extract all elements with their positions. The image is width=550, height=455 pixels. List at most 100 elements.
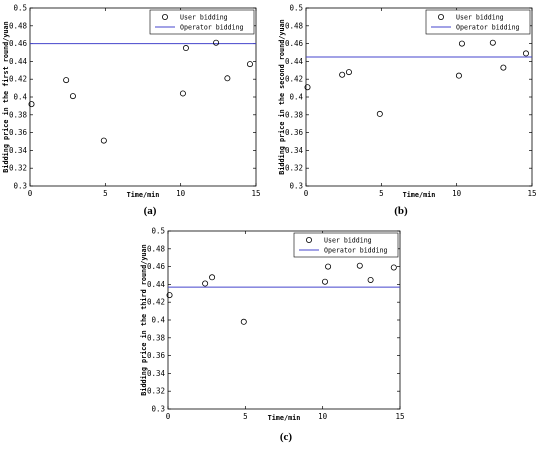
y-tick-label: 0.42 [147, 298, 165, 307]
legend-box [293, 232, 399, 258]
y-tick-label: 0.32 [9, 164, 27, 173]
x-tick-label: 10 [318, 412, 328, 421]
legend-box [149, 9, 255, 35]
x-tick-label: 10 [452, 189, 462, 198]
x-axis-label: Time/min [127, 191, 160, 199]
user-bidding-point [304, 84, 311, 91]
y-tick-label: 0.46 [285, 39, 304, 48]
user-bidding-point [325, 263, 332, 270]
x-tick-label: 0 [304, 189, 309, 198]
x-tick-label: 5 [243, 412, 248, 421]
user-bidding-point [246, 61, 253, 68]
user-bidding-point [376, 110, 383, 117]
user-bidding-point [321, 278, 328, 285]
y-tick-label: 0.32 [147, 387, 165, 396]
y-tick-label: 0.46 [9, 39, 28, 48]
y-tick-label: 0.3 [13, 182, 27, 191]
chart-panel-1: 0.3 0.32 0.34 0.36 0.38 0.4 0.42 0.44 0.46 0.48 0.… [2, 4, 261, 218]
y-tick-label: 0.4 [289, 93, 303, 102]
user-bidding-point [100, 137, 107, 144]
y-tick-label: 0.38 [147, 333, 166, 342]
y-tick-label: 0.44 [285, 57, 304, 66]
user-bidding-point [339, 71, 346, 78]
x-tick-label: 10 [176, 189, 186, 198]
user-bidding-point [166, 292, 173, 299]
x-tick-label: 15 [251, 189, 260, 198]
y-tick-label: 0.46 [147, 262, 166, 271]
chart-panel-3: 0.3 0.32 0.34 0.36 0.38 0.4 0.42 0.44 0.46 0.48 0.… [140, 227, 405, 444]
user-bidding-point [390, 264, 397, 271]
user-bidding-point [356, 262, 363, 269]
x-tick-label: 0 [166, 412, 171, 421]
legend-box [425, 9, 531, 35]
user-bidding-point [489, 39, 496, 46]
y-axis-label: Bidding price in the second round/yuan [278, 19, 286, 175]
y-tick-label: 0.36 [285, 128, 304, 137]
legend-marker-user [437, 13, 444, 20]
y-tick-label: 0.38 [9, 110, 28, 119]
y-tick-label: 0.34 [285, 146, 304, 155]
y-tick-label: 0.4 [151, 316, 165, 325]
y-tick-label: 0.44 [147, 280, 166, 289]
x-tick-label: 5 [103, 189, 108, 198]
y-tick-label: 0.36 [147, 351, 166, 360]
y-tick-label: 0.5 [151, 227, 165, 236]
y-tick-label: 0.48 [147, 244, 166, 253]
legend-label-user: User bidding [456, 14, 504, 22]
user-bidding-point [455, 72, 462, 79]
user-bidding-point [179, 90, 186, 97]
x-tick-label: 5 [379, 189, 384, 198]
panel-caption: (a) [144, 205, 157, 217]
user-bidding-point [69, 93, 76, 100]
user-bidding-point [345, 69, 352, 76]
y-tick-label: 0.3 [151, 405, 165, 414]
x-tick-label: 15 [395, 412, 404, 421]
user-bidding-point [202, 280, 209, 287]
panel-caption: (b) [394, 205, 408, 217]
user-bidding-point [63, 77, 70, 84]
user-bidding-point [224, 75, 231, 82]
user-bidding-point [500, 64, 507, 71]
plot-frame [167, 230, 401, 410]
y-tick-label: 0.5 [289, 4, 303, 13]
y-tick-label: 0.38 [285, 110, 304, 119]
x-axis-label: Time/min [403, 191, 436, 199]
user-bidding-point [522, 50, 529, 57]
y-tick-label: 0.44 [9, 57, 28, 66]
plot-frame [305, 7, 533, 187]
user-bidding-point [367, 276, 374, 283]
legend-marker-user [305, 236, 312, 243]
legend-label-operator: Operator bidding [180, 24, 244, 32]
user-bidding-point [28, 101, 35, 108]
x-tick-label: 0 [28, 189, 33, 198]
user-bidding-point [213, 39, 220, 46]
chart-panel-2: 0.3 0.32 0.34 0.36 0.38 0.4 0.42 0.44 0.46 0.48 0.… [278, 4, 537, 218]
user-bidding-point [240, 318, 247, 325]
y-tick-label: 0.3 [289, 182, 303, 191]
panel-caption: (c) [280, 431, 293, 443]
y-tick-label: 0.4 [13, 93, 27, 102]
x-tick-label: 15 [527, 189, 536, 198]
y-axis-label: Bidding price in the third round/yuan [140, 244, 148, 395]
y-tick-label: 0.5 [13, 4, 27, 13]
user-bidding-point [209, 274, 216, 281]
y-tick-label: 0.34 [147, 369, 166, 378]
legend-label-operator: Operator bidding [456, 24, 520, 32]
y-tick-label: 0.34 [9, 146, 28, 155]
y-tick-label: 0.32 [285, 164, 303, 173]
legend-marker-user [161, 13, 168, 20]
legend-label-operator: Operator bidding [324, 247, 388, 255]
x-axis-label: Time/min [268, 414, 301, 422]
y-tick-label: 0.36 [9, 128, 28, 137]
legend-label-user: User bidding [180, 14, 228, 22]
user-bidding-point [182, 45, 189, 52]
y-tick-label: 0.42 [285, 75, 303, 84]
y-axis-label: Bidding price in the first round/yuan [2, 21, 10, 172]
legend-label-user: User bidding [324, 237, 372, 245]
plot-frame [29, 7, 257, 187]
y-tick-label: 0.48 [285, 21, 304, 30]
y-tick-label: 0.48 [9, 21, 28, 30]
user-bidding-point [458, 40, 465, 47]
